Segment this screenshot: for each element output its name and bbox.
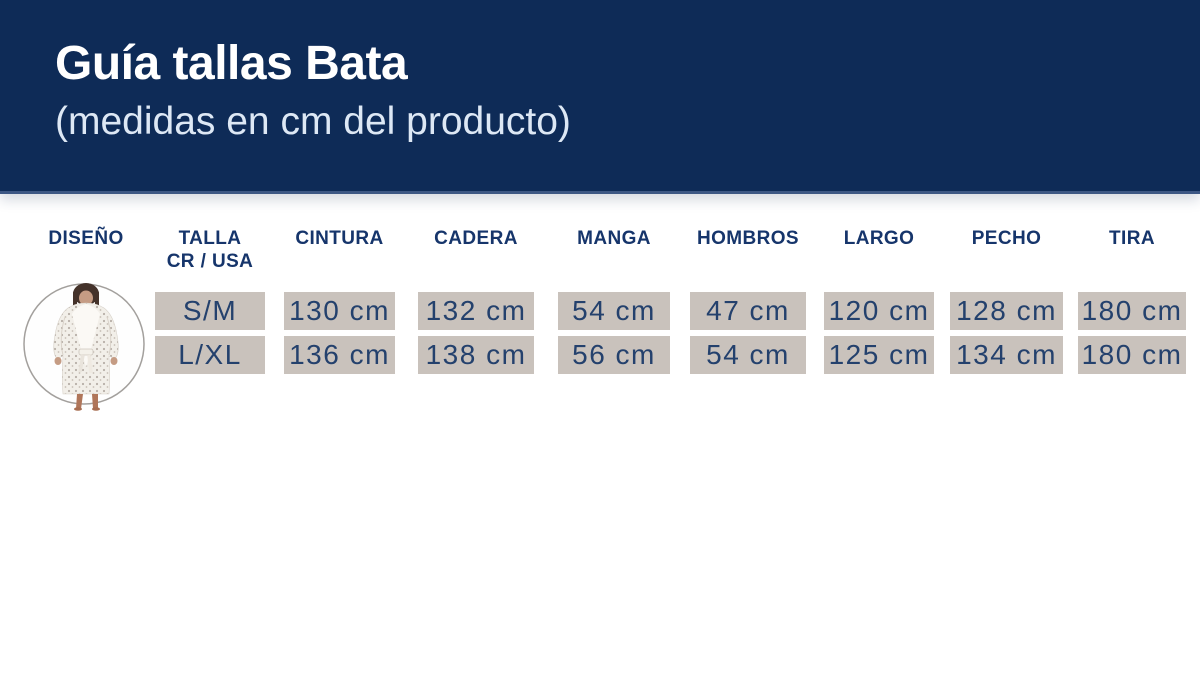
column-header-line: LARGO (843, 228, 915, 249)
cell-hombros-s-m: 47 cm (690, 292, 806, 330)
cell-pecho-l-xl: 134 cm (950, 336, 1063, 374)
cell-largo-l-xl: 125 cm (824, 336, 934, 374)
column-header-line: CR / USA (166, 251, 254, 272)
column-header-diseno: DISEÑO (48, 228, 124, 249)
cell-tira-l-xl: 180 cm (1078, 336, 1186, 374)
design-photo (18, 277, 154, 447)
cell-cintura-s-m: 130 cm (284, 292, 395, 330)
cell-tira-s-m: 180 cm (1078, 292, 1186, 330)
cell-cadera-l-xl: 138 cm (418, 336, 534, 374)
cell-largo-s-m: 120 cm (824, 292, 934, 330)
header-banner: Guía tallas Bata (medidas en cm del prod… (0, 0, 1200, 194)
cell-cadera-s-m: 132 cm (418, 292, 534, 330)
cell-manga-l-xl: 56 cm (558, 336, 670, 374)
cell-talla-s-m: S/M (155, 292, 265, 330)
cell-pecho-s-m: 128 cm (950, 292, 1063, 330)
column-header-line: CINTURA (295, 228, 384, 249)
cell-cintura-l-xl: 136 cm (284, 336, 395, 374)
page-title: Guía tallas Bata (55, 37, 408, 90)
column-header-line: PECHO (971, 228, 1042, 249)
cell-hombros-l-xl: 54 cm (690, 336, 806, 374)
column-header-line: MANGA (577, 228, 651, 249)
column-header-manga: MANGA (558, 227, 670, 250)
robe-model-illustration (23, 283, 145, 411)
page-subtitle: (medidas en cm del producto) (55, 100, 571, 143)
column-header-largo: LARGO (824, 227, 934, 250)
cell-manga-s-m: 54 cm (558, 292, 670, 330)
column-header-cintura: CINTURA (284, 227, 395, 250)
column-header-tira: TIRA (1078, 227, 1186, 250)
column-header-line: TALLA (178, 228, 242, 249)
column-header-line: HOMBROS (696, 228, 800, 249)
cell-talla-l-xl: L/XL (155, 336, 265, 374)
robe-model-figure (53, 283, 119, 411)
column-header-cadera: CADERA (418, 227, 534, 250)
column-header-talla: TALLA CR / USA (155, 227, 265, 273)
column-header-hombros: HOMBROS (690, 227, 806, 250)
column-header-line: TIRA (1109, 228, 1155, 249)
column-header-line: CADERA (434, 228, 518, 249)
column-header-pecho: PECHO (950, 227, 1063, 250)
